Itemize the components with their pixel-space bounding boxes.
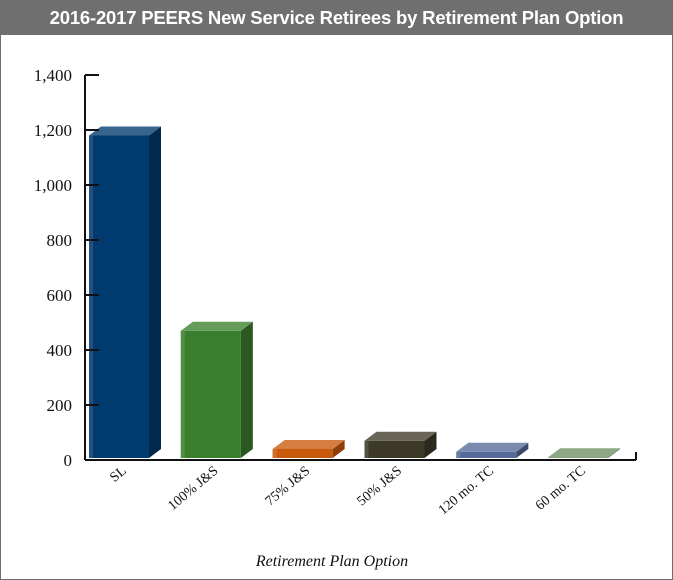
y-tick-label: 200 <box>47 396 73 415</box>
bar-4 <box>364 431 437 458</box>
y-tick-label: 600 <box>47 286 73 305</box>
bar-highlight <box>548 457 553 458</box>
bar-side-face <box>240 321 253 458</box>
bar-top-face <box>456 442 529 452</box>
x-tick-label: 60 mo. TC <box>533 464 589 514</box>
y-tick-label: 0 <box>64 451 73 470</box>
bar-highlight <box>456 451 461 458</box>
bar-highlight <box>89 135 93 458</box>
bar-top-face <box>548 448 621 458</box>
bar-front-face <box>456 451 517 458</box>
bar-side-face <box>332 440 345 458</box>
bar-3 <box>272 440 345 458</box>
bar-2 <box>180 321 253 458</box>
bar-top-face <box>180 321 253 331</box>
bar-front-face <box>180 330 241 458</box>
x-tick-label: 100% J&S <box>166 464 222 514</box>
bar-top-face <box>364 431 437 441</box>
bar-highlight <box>272 449 277 458</box>
y-tick-label: 1,200 <box>34 121 72 140</box>
chart-marks <box>89 126 621 458</box>
bar-side-face <box>608 448 621 458</box>
bar-highlight <box>180 330 185 458</box>
bar-1 <box>89 126 161 458</box>
bar-5 <box>456 442 529 458</box>
x-tick-label: 120 mo. TC <box>436 464 497 519</box>
x-axis-title: Retirement Plan Option <box>255 553 408 570</box>
y-tick-label: 1,400 <box>34 66 72 85</box>
bar-front-face <box>364 440 425 458</box>
x-tick-label: SL <box>107 464 129 486</box>
bar-side-face <box>149 126 161 458</box>
bar-front-face <box>272 449 333 458</box>
y-tick-label: 400 <box>47 341 73 360</box>
bar-side-face <box>424 431 437 458</box>
y-tick-label: 1,000 <box>34 176 72 195</box>
bar-front-face <box>548 457 609 458</box>
chart-title: 2016-2017 PEERS New Service Retirees by … <box>1 1 672 35</box>
x-tick-label: 50% J&S <box>355 464 405 510</box>
bar-side-face <box>516 442 529 458</box>
bar-highlight <box>364 440 369 458</box>
bar-top-face <box>89 126 161 136</box>
bar-top-face <box>272 440 345 449</box>
x-tick-label: 75% J&S <box>263 464 313 510</box>
bar-6 <box>548 448 621 458</box>
y-tick-label: 800 <box>47 231 73 250</box>
bar-front-face <box>89 135 149 458</box>
